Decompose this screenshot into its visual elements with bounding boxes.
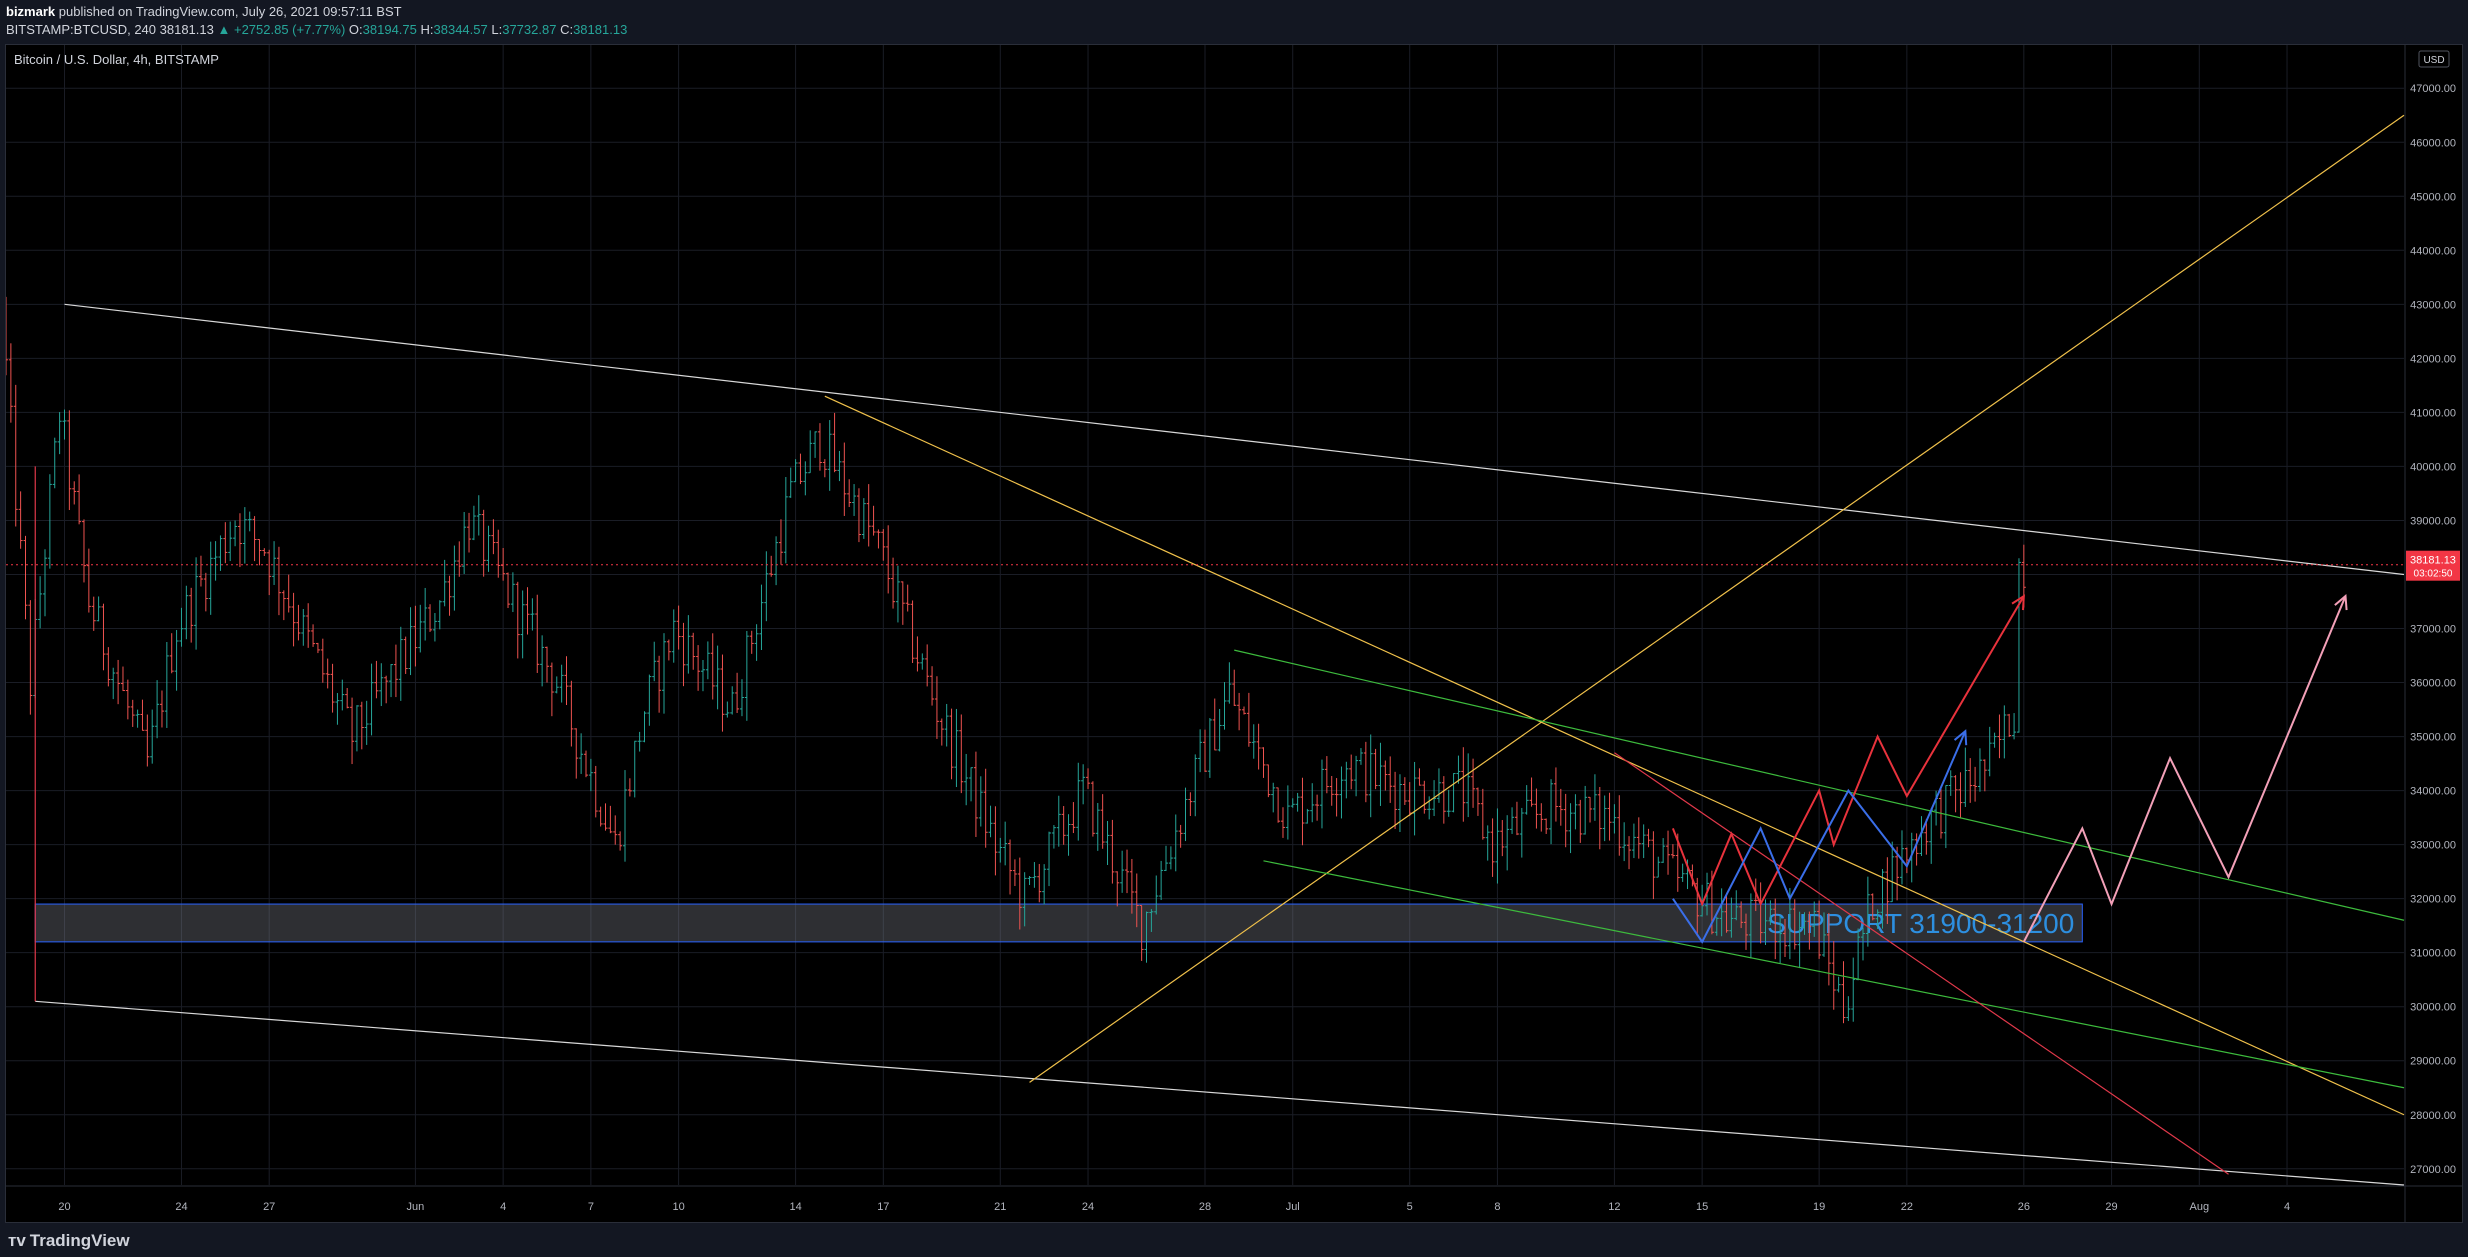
brand[interactable]: ᴛᴠ TradingView [8, 1231, 130, 1251]
high-label: H: [420, 22, 434, 37]
trendlines [34, 114, 2405, 1186]
time-tick-label: 24 [175, 1201, 187, 1213]
time-tick-label: 17 [877, 1201, 889, 1213]
price-tick-label: 31000.00 [2410, 948, 2456, 960]
trendline [1029, 114, 2405, 1083]
projection-path [2022, 595, 2347, 943]
time-tick-label: 24 [1082, 1201, 1094, 1213]
price-chart[interactable]: SUPPORT 31900-31200 27000.00 28000.00 2900… [4, 45, 2462, 1222]
price-tick-label: 33000.00 [2410, 840, 2456, 852]
symbol-interval: BITSTAMP:BTCUSD, 240 [6, 22, 157, 37]
low-label: L: [491, 22, 503, 37]
price-tick-label: 40000.00 [2410, 461, 2456, 473]
countdown-label: 03:02:50 [2414, 569, 2453, 580]
time-tick-label: 4 [2284, 1201, 2290, 1213]
price-tick-label: 39000.00 [2410, 515, 2456, 527]
time-tick-label: 14 [789, 1201, 801, 1213]
time-tick-label: 15 [1696, 1201, 1708, 1213]
price-tick-label: 30000.00 [2410, 1002, 2456, 1014]
time-tick-label: 20 [58, 1201, 70, 1213]
time-tick-label: 21 [994, 1201, 1006, 1213]
price-tick-label: 35000.00 [2410, 732, 2456, 744]
low-value: 37732.87 [502, 22, 557, 37]
tradingview-logo-icon: ᴛᴠ [8, 1231, 26, 1250]
price-tick-label: 41000.00 [2410, 407, 2456, 419]
price-tick-label: 37000.00 [2410, 624, 2456, 636]
price-tick-label: 36000.00 [2410, 678, 2456, 690]
price-tick-label: 44000.00 [2410, 245, 2456, 257]
time-tick-label: 22 [1901, 1201, 1913, 1213]
time-tick-label: 7 [588, 1201, 594, 1213]
change-text: ▲ +2752.85 (+7.77%) [217, 22, 346, 37]
price-tick-label: 42000.00 [2410, 353, 2456, 365]
time-tick-label: 5 [1407, 1201, 1413, 1213]
trendline [35, 1000, 2405, 1186]
chart-area[interactable]: SUPPORT 31900-31200 27000.00 28000.00 2900… [4, 44, 2463, 1223]
header-bar: bizmark published on TradingView.com, Ju… [0, 0, 2468, 44]
time-tick-label: 8 [1494, 1201, 1500, 1213]
price-axis[interactable]: 27000.00 28000.00 29000.00 30000.00 31000.00… [6, 45, 2460, 1222]
time-tick-label: Jul [1286, 1201, 1300, 1213]
trendline [1263, 860, 2405, 1089]
author-name[interactable]: bizmark [6, 4, 56, 19]
last-price-label: 38181.13 [2410, 555, 2456, 567]
brand-name: TradingView [29, 1231, 130, 1250]
projection-path [1672, 730, 1967, 944]
close-label: C: [560, 22, 574, 37]
open-label: O: [348, 22, 363, 37]
projection-arrowhead [2334, 594, 2348, 611]
ohlc-legend: BITSTAMP:BTCUSD, 240 38181.13 ▲ +2752.85… [6, 22, 627, 37]
time-tick-label: 29 [2105, 1201, 2117, 1213]
time-tick-label: 28 [1199, 1201, 1211, 1213]
time-axis[interactable]: 20 24 27 Jun 4 7 10 14 17 21 24 28 Jul 5 8 12 15 19 22 26 29… [6, 1185, 2462, 1213]
price-tick-label: 27000.00 [2410, 1164, 2456, 1176]
trendline [1234, 649, 2405, 921]
grid [6, 45, 2404, 1185]
high-value: 38344.57 [433, 22, 488, 37]
time-tick-label: 26 [2018, 1201, 2030, 1213]
projections [1671, 594, 2348, 944]
time-tick-label: Jun [407, 1201, 425, 1213]
last-price-text: 38181.13 [159, 22, 214, 37]
price-tick-label: 28000.00 [2410, 1110, 2456, 1122]
price-tick-label: 46000.00 [2410, 137, 2456, 149]
footer-bar: ᴛᴠ TradingView [0, 1224, 2468, 1257]
close-value: 38181.13 [573, 22, 628, 37]
trendline [1614, 752, 2229, 1175]
currency-label: USD [2423, 55, 2444, 66]
time-tick-label: 12 [1608, 1201, 1620, 1213]
price-tick-label: 45000.00 [2410, 191, 2456, 203]
projection-path [1671, 595, 2025, 907]
time-tick-label: 4 [500, 1201, 506, 1213]
chart-title: Bitcoin / U.S. Dollar, 4h, BITSTAMP [14, 52, 219, 67]
time-tick-label: Aug [2190, 1201, 2210, 1213]
published-text: published on TradingView.com, July 26, 2… [58, 4, 402, 19]
price-tick-label: 34000.00 [2410, 786, 2456, 798]
time-tick-label: 10 [672, 1201, 684, 1213]
price-tick-label: 43000.00 [2410, 299, 2456, 311]
publish-info: bizmark published on TradingView.com, Ju… [6, 4, 402, 19]
open-value: 38194.75 [362, 22, 417, 37]
time-tick-label: 19 [1813, 1201, 1825, 1213]
last-price-badge [2406, 550, 2460, 581]
projection-arrowhead [2011, 594, 2025, 611]
price-tick-label: 47000.00 [2410, 83, 2456, 95]
price-tick-label: 32000.00 [2410, 894, 2456, 906]
time-tick-label: 27 [263, 1201, 275, 1213]
trendline [824, 395, 2405, 1116]
currency-badge-box [2418, 50, 2450, 68]
support-zone-label: SUPPORT 31900-31200 [1767, 908, 2074, 939]
trendline [64, 303, 2405, 576]
price-tick-label: 29000.00 [2410, 1056, 2456, 1068]
projection-arrowhead [1953, 729, 1968, 746]
